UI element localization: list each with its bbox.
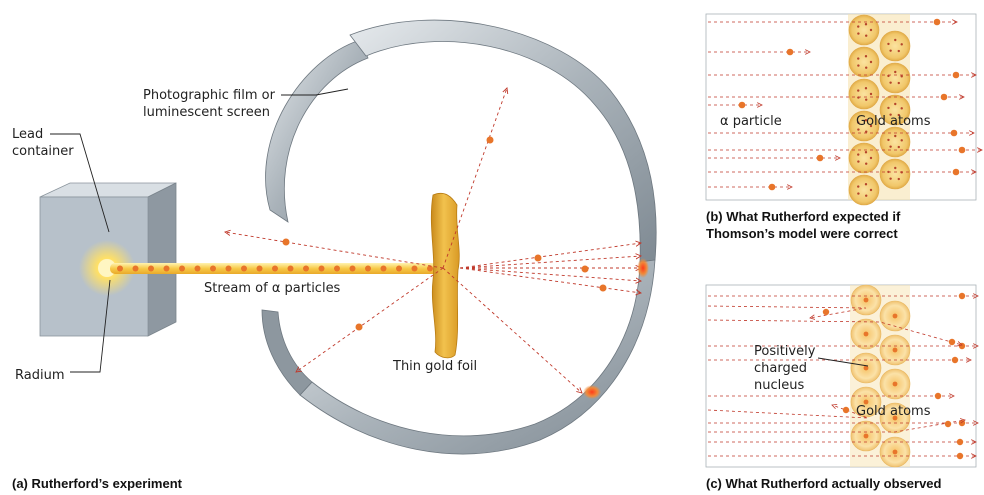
beam-particle: [163, 265, 170, 272]
alpha-particle: [940, 93, 948, 101]
beam-particles: [117, 265, 433, 272]
alpha-particle: [956, 438, 964, 446]
alpha-particle: [950, 129, 958, 137]
gold-atoms-b: [848, 14, 911, 206]
trails-b: [708, 18, 982, 191]
alpha-particle: [952, 168, 960, 176]
beam-particle: [318, 265, 325, 272]
gold-atoms-c: [850, 284, 911, 468]
gold-atom: [848, 142, 880, 174]
deflected-trail: [707, 319, 962, 345]
caption-b-1: (b) What Rutherford expected if: [706, 209, 901, 224]
nucleus: [863, 331, 869, 337]
leader-lines-a: [50, 88, 349, 373]
nucleus: [892, 415, 898, 421]
gold-foil: [430, 192, 460, 359]
beam-particle: [349, 265, 356, 272]
stream-label: Stream of α particles: [204, 281, 341, 296]
gold-atom: [879, 62, 911, 94]
alpha-particle: [842, 406, 850, 414]
nucleus: [892, 381, 898, 387]
deflected-trail: [707, 305, 867, 318]
screen-flash-right: [637, 258, 649, 278]
lead-label-2: container: [12, 144, 74, 159]
gold-atom: [879, 158, 911, 190]
beam-particle: [117, 265, 123, 272]
beam-particle: [179, 265, 185, 272]
panel-b-frame: [705, 13, 977, 201]
film-label-2: luminescent screen: [143, 105, 270, 120]
lead-label-1: Lead: [12, 127, 43, 142]
alpha-particle: [958, 292, 966, 300]
gold-atom: [879, 30, 911, 62]
beam-particle: [148, 265, 154, 272]
alpha-particle: [933, 18, 941, 26]
nucleus-leader: [817, 357, 869, 367]
nucleus: [863, 399, 869, 405]
gold-atom: [848, 78, 880, 110]
gold-atom: [879, 94, 911, 126]
gold-atoms-label-b: Gold atoms: [856, 114, 931, 129]
alpha-particle: [956, 452, 964, 460]
screen-flash-bottom: [583, 385, 601, 399]
deflection-trails: [225, 88, 641, 393]
panel-c-frame: [705, 284, 977, 468]
beam-particle: [194, 265, 201, 272]
caption-c: (c) What Rutherford actually observed: [706, 476, 942, 491]
beam-particle: [256, 265, 263, 272]
alpha-particle: [816, 154, 824, 162]
radium-label: Radium: [15, 368, 64, 383]
gold-atom: [848, 110, 880, 142]
alpha-particle: [738, 101, 746, 109]
beam-particle: [334, 265, 340, 272]
beam-particle: [210, 265, 216, 272]
alpha-particle: [786, 48, 794, 56]
caption-b-2: Thomson’s model were correct: [706, 226, 898, 241]
gold-atom: [848, 174, 880, 206]
alpha-particle: [958, 146, 966, 154]
gold-atom: [879, 126, 911, 158]
alpha-particle: [958, 342, 966, 350]
nucleus-label-2: charged: [754, 361, 807, 376]
nucleus: [892, 449, 898, 455]
nucleus-label-3: nucleus: [754, 378, 804, 393]
beam-particle: [427, 265, 433, 272]
beam-particle: [132, 265, 139, 272]
beam-particle: [241, 265, 247, 272]
alpha-particle: [768, 183, 776, 191]
alpha-particle: [952, 71, 960, 79]
nucleus: [863, 433, 869, 439]
beam-particle: [380, 265, 387, 272]
beam-particle: [287, 265, 294, 272]
beam-particle: [225, 265, 232, 272]
gold-atoms-label-c: Gold atoms: [856, 404, 931, 419]
film-label-1: Photographic film or: [143, 88, 276, 103]
beam-particle: [272, 265, 278, 272]
alpha-particle: [951, 356, 959, 364]
gold-atom: [848, 14, 880, 46]
alpha-particle: [948, 338, 956, 346]
trails-c: [707, 292, 978, 460]
deflected-trail: [708, 420, 965, 433]
beam-particle: [365, 265, 371, 272]
alpha-particle: [944, 420, 952, 428]
caption-a: (a) Rutherford’s experiment: [12, 476, 183, 491]
beam-particle: [303, 265, 309, 272]
nucleus: [863, 365, 869, 371]
alpha-particle: [934, 392, 942, 400]
deflected-particles: [282, 136, 607, 331]
nucleus: [892, 313, 898, 319]
beam-particle: [396, 265, 402, 272]
alpha-particle-label: α particle: [720, 114, 782, 129]
gold-atom: [848, 46, 880, 78]
nucleus-label-1: Positively: [754, 344, 816, 359]
nucleus: [863, 297, 869, 303]
beam-particle: [411, 265, 418, 272]
foil-label: Thin gold foil: [392, 359, 477, 374]
nucleus: [892, 347, 898, 353]
alpha-particle: [822, 308, 830, 316]
